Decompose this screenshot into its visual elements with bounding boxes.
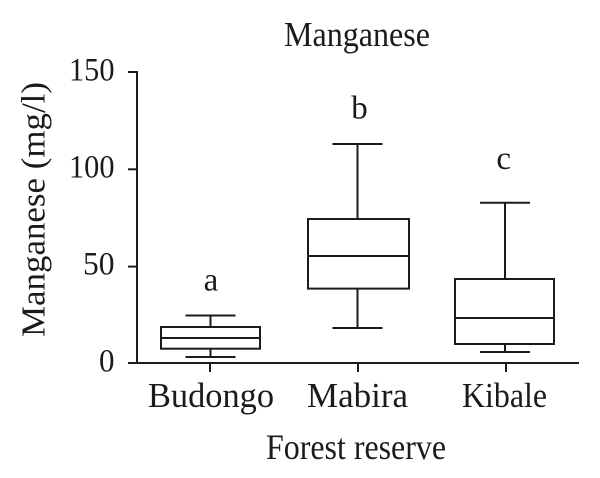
- svg-text:150: 150: [69, 52, 115, 88]
- svg-text:100: 100: [69, 149, 115, 185]
- svg-text:a: a: [204, 263, 219, 299]
- svg-text:b: b: [351, 91, 368, 127]
- svg-text:Kibale: Kibale: [462, 377, 547, 415]
- svg-text:0: 0: [99, 343, 115, 379]
- svg-text:Manganese (mg/l): Manganese (mg/l): [16, 82, 53, 337]
- svg-text:Mabira: Mabira: [307, 377, 408, 415]
- svg-text:Budongo: Budongo: [148, 377, 274, 415]
- svg-text:50: 50: [83, 246, 115, 282]
- svg-text:Forest reserve: Forest reserve: [266, 427, 446, 467]
- svg-text:c: c: [496, 141, 511, 177]
- svg-text:Manganese: Manganese: [284, 15, 430, 54]
